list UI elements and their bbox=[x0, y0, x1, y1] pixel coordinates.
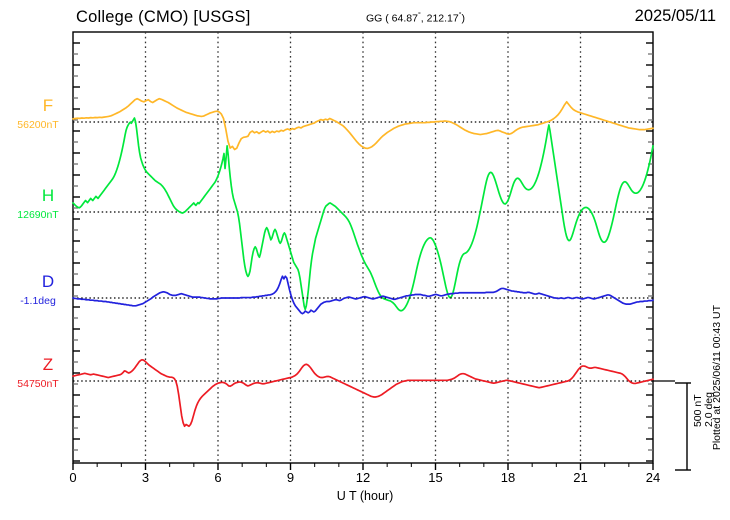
page-title: College (CMO) [USGS] bbox=[76, 8, 251, 26]
degree-icon-lat: ° bbox=[417, 12, 421, 19]
trace-H bbox=[72, 117, 654, 312]
trace-D bbox=[72, 275, 654, 315]
geographic-coordinates: GG ( 64.87°, 212.17°) bbox=[366, 12, 465, 25]
x-tick-label: 12 bbox=[355, 470, 371, 485]
x-tick-label: 21 bbox=[573, 470, 588, 485]
channel-label-d: D bbox=[41, 272, 55, 291]
trace-F bbox=[72, 97, 654, 151]
channel-value-f: 56200nT bbox=[17, 119, 59, 131]
channel-value-z: 54750nT bbox=[17, 378, 59, 390]
geo-lat-text: GG ( 64.87 bbox=[366, 12, 418, 25]
x-axis-label: U T (hour) bbox=[336, 489, 394, 503]
channel-value-d: -1.1deg bbox=[20, 295, 56, 307]
x-tick-label: 18 bbox=[500, 470, 516, 485]
x-tick-label: 0 bbox=[69, 470, 77, 485]
x-tick-label: 15 bbox=[428, 470, 443, 485]
x-tick-label: 9 bbox=[286, 470, 295, 485]
x-tick-label: 3 bbox=[141, 470, 150, 485]
trace-Z bbox=[72, 358, 654, 428]
observation-date: 2025/05/11 bbox=[634, 7, 716, 25]
geo-lon-text: , 212.17 bbox=[420, 12, 459, 25]
channel-label-z: Z bbox=[42, 355, 54, 374]
channel-label-h: H bbox=[41, 186, 55, 205]
degree-icon-lon: ° bbox=[458, 12, 462, 19]
channel-value-h: 12690nT bbox=[17, 209, 59, 221]
x-tick-label: 24 bbox=[645, 470, 661, 485]
x-tick-label: 6 bbox=[214, 470, 222, 485]
channel-label-f: F bbox=[42, 96, 54, 115]
plotted-timestamp: Plotted at 2025/06/11 00:43 UT bbox=[711, 305, 723, 451]
geo-close-paren: ) bbox=[461, 12, 466, 25]
